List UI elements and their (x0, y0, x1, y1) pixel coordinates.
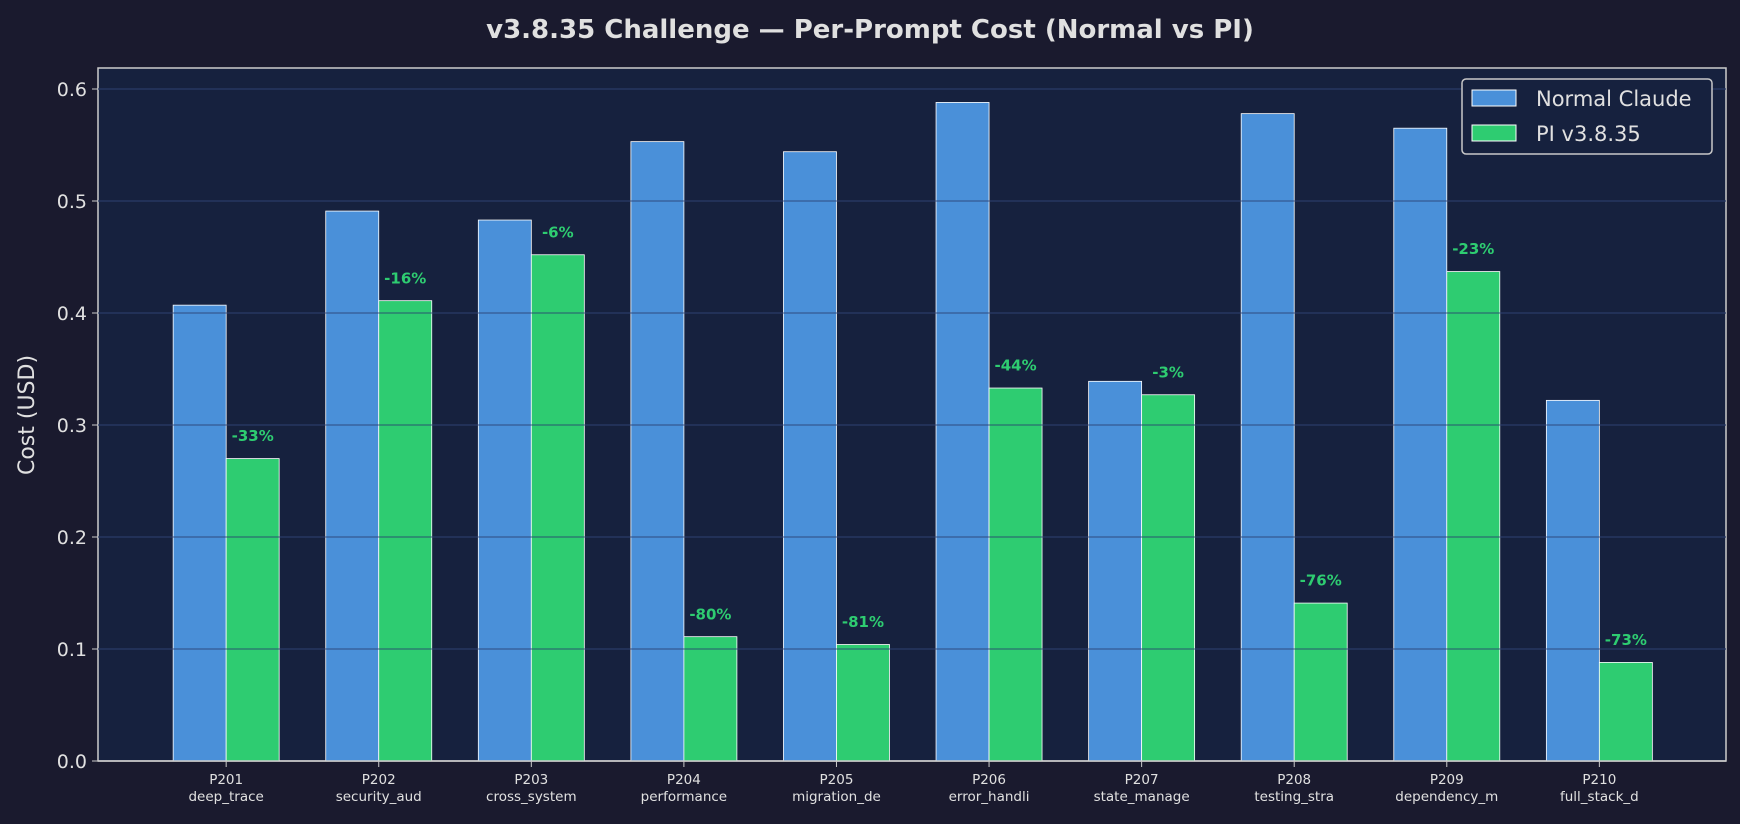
x-tick-sublabel: full_stack_d (1560, 789, 1639, 805)
savings-annotation: -80% (689, 605, 731, 623)
bar-normal-claude (783, 151, 837, 762)
savings-annotation: -33% (232, 427, 274, 445)
x-tick-label: P202 (362, 772, 396, 788)
y-tick-label: 0.1 (57, 639, 87, 661)
x-tick-label: P207 (1125, 772, 1159, 788)
y-tick-label: 0.5 (57, 191, 87, 213)
x-tick-label: P208 (1277, 772, 1311, 788)
savings-annotation: -6% (542, 223, 574, 241)
bar-pi (225, 458, 280, 762)
bar-pi (378, 300, 433, 762)
x-tick-label: P210 (1582, 772, 1616, 788)
y-tick-label: 0.6 (57, 79, 87, 101)
bar-normal-claude (477, 219, 532, 762)
savings-annotation: -81% (842, 613, 884, 631)
savings-annotation: -23% (1452, 240, 1494, 258)
bar-pi (1293, 602, 1348, 762)
savings-annotation: -16% (384, 269, 426, 287)
x-tick-label: P206 (972, 772, 1006, 788)
x-tick-label: P209 (1430, 772, 1464, 788)
x-tick-sublabel: dependency_m (1395, 789, 1498, 805)
bar-pi (988, 387, 1043, 762)
bar-normal-claude (325, 210, 380, 762)
x-tick-sublabel: cross_system (486, 789, 577, 805)
legend: Normal Claude PI v3.8.35 (1461, 78, 1713, 155)
y-tick-label: 0.4 (57, 303, 87, 325)
bar-normal-claude (172, 304, 227, 762)
x-tick-sublabel: testing_stra (1254, 789, 1334, 805)
savings-annotation: -3% (1152, 363, 1184, 381)
bar-pi (1598, 662, 1653, 762)
chart-title: v3.8.35 Challenge — Per-Prompt Cost (Nor… (486, 15, 1254, 45)
x-tick-sublabel: migration_de (792, 789, 881, 805)
x-tick-label: P204 (667, 772, 701, 788)
x-tick-sublabel: security_aud (336, 789, 422, 805)
x-tick-sublabel: error_handli (949, 789, 1030, 805)
savings-annotation: -76% (1300, 572, 1342, 590)
legend-swatch-normal (1471, 89, 1517, 107)
legend-label-pi: PI v3.8.35 (1536, 122, 1641, 146)
x-tick-label: P201 (209, 772, 243, 788)
bar-pi (836, 644, 890, 762)
x-tick-label: P203 (514, 772, 548, 788)
legend-label-normal: Normal Claude (1536, 87, 1692, 111)
y-tick-label: 0.2 (57, 527, 87, 549)
savings-annotation: -44% (994, 357, 1036, 375)
x-tick-sublabel: state_manage (1094, 789, 1190, 805)
x-tick-sublabel: performance (641, 789, 727, 805)
x-tick-sublabel: deep_trace (188, 789, 263, 805)
bar-normal-claude (630, 141, 685, 762)
bar-normal-claude (1393, 127, 1448, 762)
y-tick-label: 0.3 (57, 415, 87, 437)
y-tick-label: 0.0 (57, 751, 87, 773)
bar-pi (1446, 271, 1501, 762)
bar-normal-claude (1088, 380, 1143, 762)
bar-pi (683, 636, 738, 762)
legend-swatch-pi (1471, 124, 1517, 142)
bar-pi (530, 254, 585, 762)
x-tick-label: P205 (820, 772, 854, 788)
bar-normal-claude (1240, 113, 1295, 762)
y-axis-label: Cost (USD) (15, 355, 40, 475)
legend-box (1461, 78, 1713, 155)
bar-pi (1141, 394, 1196, 762)
savings-annotation: -73% (1605, 631, 1647, 649)
bar-normal-claude (1545, 399, 1600, 762)
